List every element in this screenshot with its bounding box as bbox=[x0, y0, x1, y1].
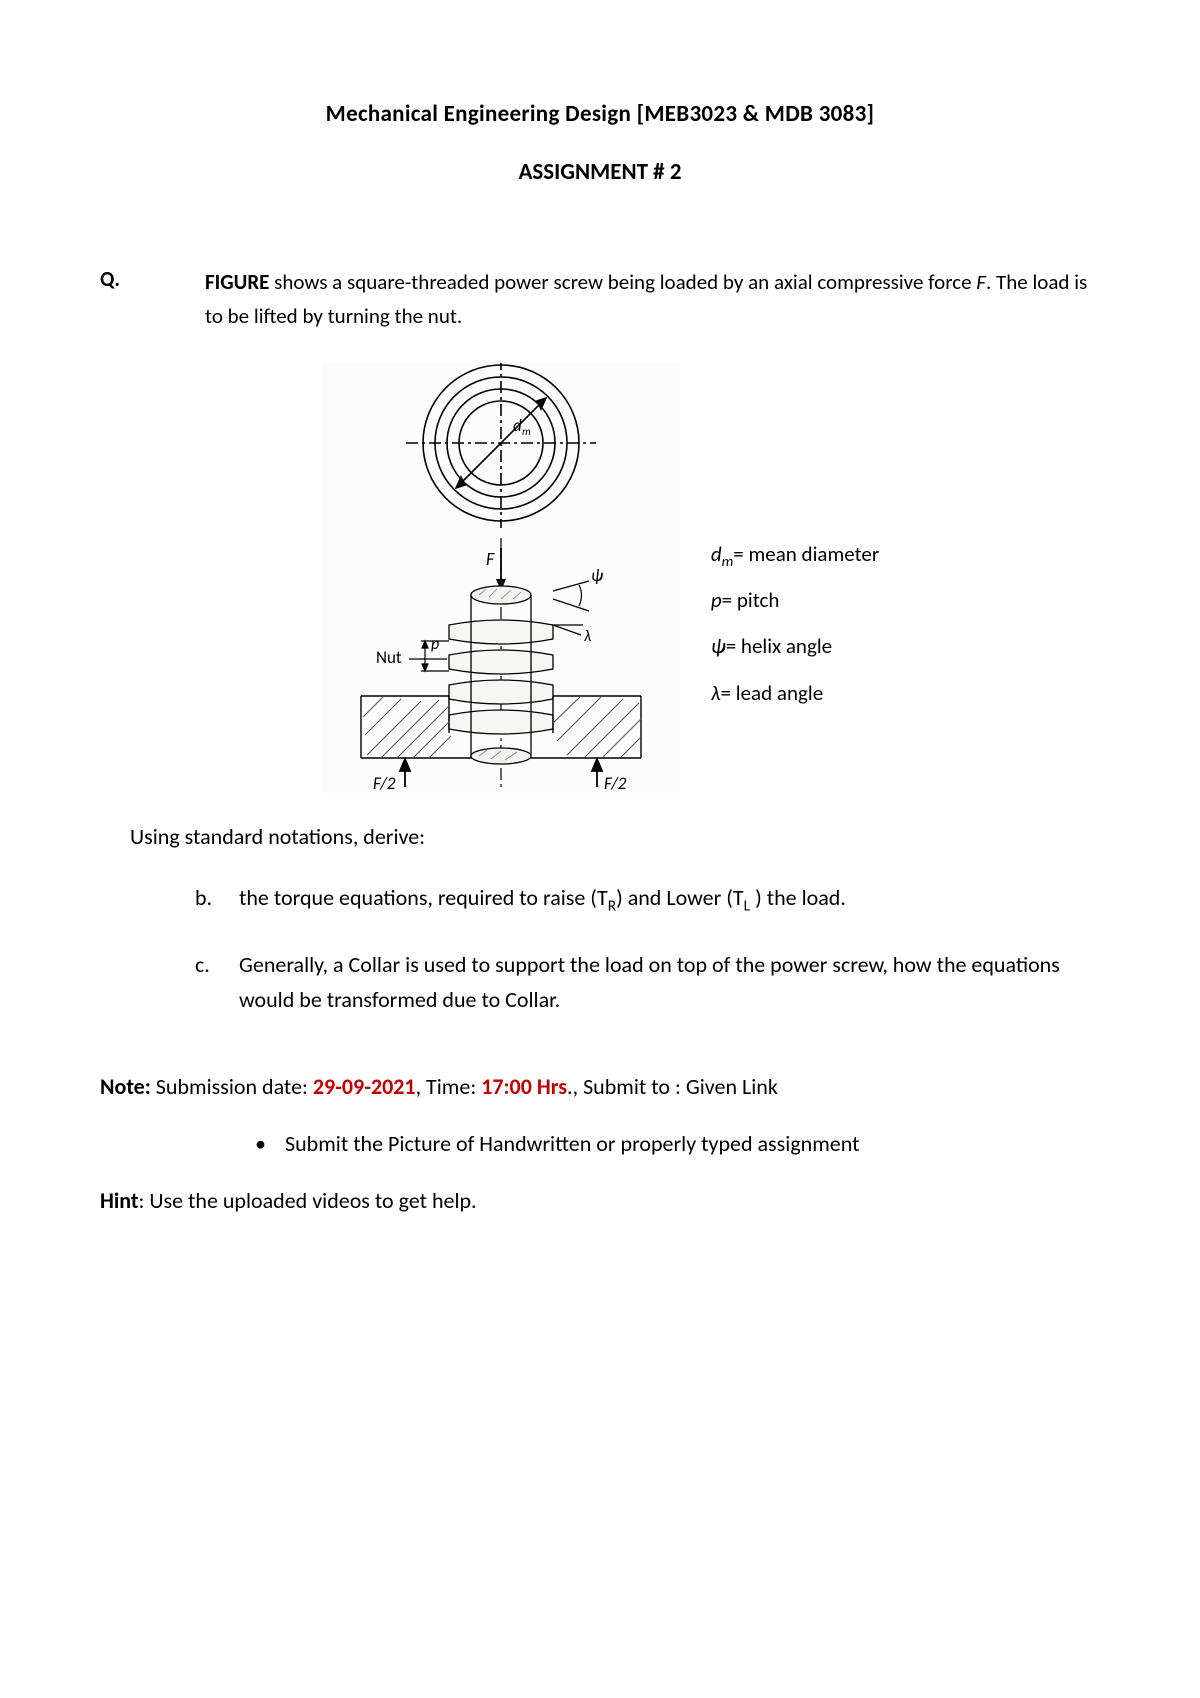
legend-psi: = helix angle bbox=[726, 623, 832, 669]
svg-text:λ: λ bbox=[584, 627, 592, 646]
bullet-icon: • bbox=[255, 1130, 285, 1157]
note-t3: ., Submit to : Given Link bbox=[567, 1073, 778, 1100]
bullet-text: Submit the Picture of Handwritten or pro… bbox=[285, 1130, 859, 1157]
note-prefix: Note: bbox=[100, 1073, 151, 1100]
note-time: 17:00 Hrs bbox=[481, 1073, 567, 1100]
note-date: 29-09-2021 bbox=[313, 1073, 416, 1100]
svg-text:ψ: ψ bbox=[591, 565, 603, 586]
svg-text:p: p bbox=[431, 635, 439, 654]
task-item-c: c. Generally, a Collar is used to suppor… bbox=[195, 947, 1100, 1017]
submission-bullet: • Submit the Picture of Handwritten or p… bbox=[255, 1130, 1100, 1157]
legend-sym: ψ bbox=[711, 623, 726, 669]
task-item-b: b. the torque equations, required to rai… bbox=[195, 880, 1100, 919]
svg-text:m: m bbox=[522, 425, 531, 438]
svg-text:d: d bbox=[513, 415, 522, 436]
svg-text:F/2: F/2 bbox=[373, 773, 396, 793]
assignment-title: ASSIGNMENT # 2 bbox=[100, 158, 1100, 186]
force-symbol: F bbox=[976, 269, 986, 295]
legend-row: p = pitch bbox=[711, 577, 879, 623]
task-text: the torque equations, required to raise … bbox=[239, 880, 846, 919]
note-t2: , Time: bbox=[416, 1073, 482, 1100]
hint-line: Hint: Use the uploaded videos to get hel… bbox=[100, 1187, 1100, 1214]
legend-row: dm = mean diameter bbox=[711, 531, 879, 578]
task-marker: b. bbox=[195, 880, 239, 915]
legend-sym: p bbox=[711, 577, 722, 623]
question-text: FIGURE shows a square-threaded power scr… bbox=[205, 266, 1100, 333]
legend-dm: = mean diameter bbox=[733, 531, 879, 577]
question-label: Q. bbox=[100, 266, 205, 292]
hint-text: : Use the uploaded videos to get help. bbox=[139, 1187, 477, 1214]
task-marker: c. bbox=[195, 947, 239, 982]
figure-row: d m F bbox=[100, 363, 1100, 793]
q-body-1: shows a square-threaded power screw bein… bbox=[269, 269, 976, 295]
hint-prefix: Hint bbox=[100, 1187, 139, 1214]
symbol-legend: dm = mean diameter p = pitch ψ = helix a… bbox=[711, 441, 879, 716]
assignment-page: Mechanical Engineering Design [MEB3023 &… bbox=[0, 0, 1200, 1214]
derive-heading: Using standard notations, derive: bbox=[130, 823, 1100, 850]
svg-text:F: F bbox=[486, 548, 495, 570]
legend-p: = pitch bbox=[722, 577, 780, 623]
note-t1: Submission date: bbox=[151, 1073, 313, 1100]
svg-text:Nut: Nut bbox=[376, 647, 402, 668]
submission-note: Note: Submission date: 29-09-2021, Time:… bbox=[100, 1073, 1100, 1100]
legend-row: ψ = helix angle bbox=[711, 623, 879, 669]
question-block: Q. FIGURE shows a square-threaded power … bbox=[100, 266, 1100, 333]
power-screw-diagram: d m F bbox=[321, 363, 681, 793]
course-title: Mechanical Engineering Design [MEB3023 &… bbox=[100, 100, 1100, 128]
legend-lambda: = lead angle bbox=[721, 670, 824, 716]
legend-row: λ = lead angle bbox=[711, 670, 879, 716]
legend-sym: λ bbox=[711, 670, 721, 716]
task-text: Generally, a Collar is used to support t… bbox=[239, 947, 1100, 1017]
svg-text:F/2: F/2 bbox=[604, 773, 627, 793]
figure-word: FIGURE bbox=[205, 269, 269, 295]
